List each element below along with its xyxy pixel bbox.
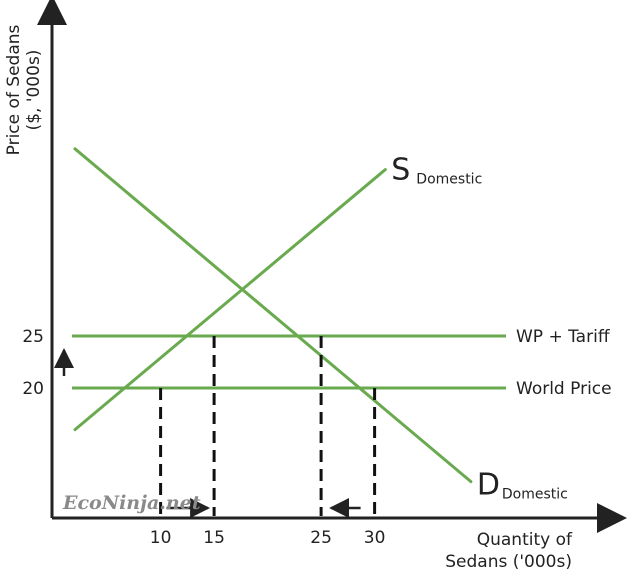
y-axis-title-line-1: Price of Sedans [4, 24, 24, 155]
y-tick-label-25: 25 [22, 327, 44, 347]
x-axis-title-line-1: Quantity of [477, 530, 573, 550]
supply-curve-label-subscript: Domestic [416, 172, 482, 188]
y-axis-title: Price of Sedans ($, '000s) [4, 24, 44, 155]
demand-curve-label: D [477, 468, 500, 503]
demand-curve [73, 147, 473, 484]
x-tick-label-30: 30 [364, 528, 386, 548]
price-line-label-world-price: World Price [516, 379, 612, 399]
x-axis-title-line-2: Sedans ('000s) [445, 552, 572, 572]
x-tick-label-25: 25 [310, 528, 332, 548]
supply-curve [73, 168, 387, 432]
y-axis-title-line-2: ($, '000s) [24, 50, 44, 131]
supply-curve-label: S [391, 153, 410, 188]
x-tick-label-10: 10 [150, 528, 172, 548]
demand-curve-label-subscript: Domestic [502, 487, 568, 503]
watermark: EcoNinja.net [62, 492, 201, 514]
x-tick-label-15: 15 [203, 528, 225, 548]
y-tick-label-20: 20 [22, 379, 44, 399]
price-line-label-wp-tariff: WP + Tariff [516, 327, 611, 347]
